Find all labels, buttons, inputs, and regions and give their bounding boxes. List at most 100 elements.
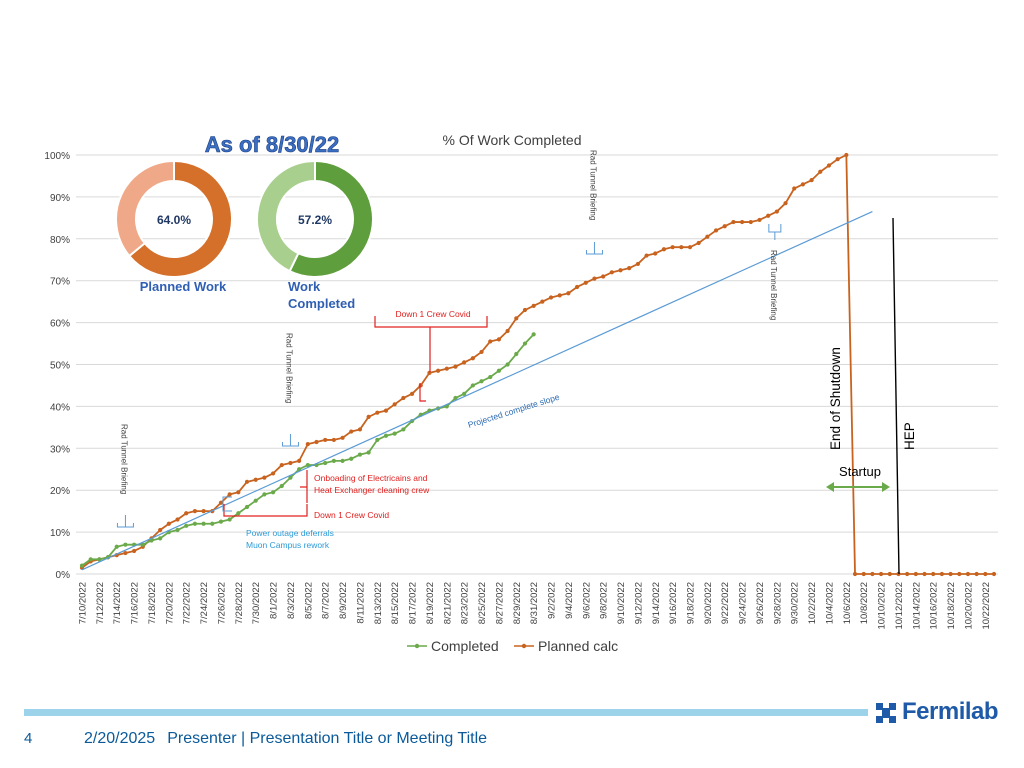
x-tick-label: 8/29/2022 bbox=[512, 582, 523, 624]
data-point-planned-calc bbox=[870, 571, 875, 577]
x-tick-label: 7/14/2022 bbox=[112, 582, 123, 624]
chart-annotations: Rad Tunnel Briefing Rad Tunnel Briefing Ra… bbox=[116, 150, 917, 575]
donut-slice-remaining bbox=[256, 159, 316, 273]
donut-slice-filled bbox=[288, 159, 374, 278]
data-point-completed bbox=[210, 521, 215, 526]
series-line-planned-calc bbox=[81, 154, 994, 575]
footer-text: 2/20/2025 Presenter | Presentation Title … bbox=[84, 730, 487, 748]
data-point-planned-calc bbox=[670, 245, 675, 250]
y-tick-label: 100% bbox=[44, 151, 70, 162]
data-point-planned-calc bbox=[592, 276, 597, 281]
data-point-completed bbox=[227, 517, 232, 522]
x-tick-label: 8/19/2022 bbox=[425, 582, 436, 624]
x-tick-label: 8/17/2022 bbox=[408, 582, 419, 624]
x-tick-label: 9/26/2022 bbox=[755, 582, 766, 624]
data-point-planned-calc bbox=[653, 251, 658, 256]
data-point-completed bbox=[366, 450, 371, 455]
data-point-completed bbox=[192, 521, 198, 526]
data-point-planned-calc bbox=[566, 291, 571, 296]
data-point-planned-calc bbox=[627, 266, 632, 271]
data-point-planned-calc bbox=[635, 261, 640, 267]
data-point-planned-calc bbox=[878, 571, 884, 577]
data-point-planned-calc bbox=[488, 339, 493, 344]
x-tick-label: 7/28/2022 bbox=[234, 582, 245, 624]
fermilab-logo-mark-icon bbox=[876, 703, 896, 723]
x-tick-label: 7/26/2022 bbox=[216, 582, 227, 624]
x-tick-label: 10/16/2022 bbox=[929, 582, 940, 630]
x-tick-label: 9/8/2022 bbox=[599, 582, 610, 619]
data-point-planned-calc bbox=[557, 293, 562, 298]
annotation-projected-label: Projected complete slope bbox=[467, 392, 561, 430]
startup-arrow-heads bbox=[826, 482, 890, 492]
data-point-planned-calc bbox=[314, 439, 319, 445]
x-tick-label: 9/2/2022 bbox=[547, 582, 558, 619]
annotation-hep: HEP bbox=[892, 217, 917, 575]
data-point-planned-calc bbox=[340, 435, 345, 440]
chart-gridlines bbox=[76, 154, 998, 575]
data-point-completed bbox=[184, 523, 189, 528]
annotation-text: Down 1 Crew Covid bbox=[395, 309, 470, 319]
data-point-completed bbox=[488, 374, 493, 380]
data-point-completed bbox=[496, 368, 502, 373]
data-point-planned-calc bbox=[983, 571, 988, 577]
legend-label-completed: Completed bbox=[431, 638, 499, 654]
y-tick-label: 80% bbox=[50, 235, 70, 246]
data-point-planned-calc bbox=[748, 219, 753, 225]
data-point-planned-calc bbox=[401, 395, 406, 401]
data-point-planned-calc bbox=[505, 328, 510, 334]
data-point-completed bbox=[522, 341, 528, 346]
annotation-bracket bbox=[374, 316, 488, 402]
annotation-end-shutdown: End of Shutdown bbox=[828, 347, 843, 450]
data-point-planned-calc bbox=[548, 295, 554, 300]
data-point-completed bbox=[288, 475, 293, 480]
data-point-planned-calc bbox=[297, 458, 302, 463]
data-point-planned-calc bbox=[279, 462, 284, 468]
data-point-planned-calc bbox=[922, 571, 927, 577]
x-tick-label: 10/6/2022 bbox=[842, 582, 853, 624]
data-point-completed bbox=[262, 492, 267, 497]
data-point-planned-calc bbox=[453, 364, 458, 369]
as-of-heading: As of 8/30/22 bbox=[205, 132, 340, 157]
data-point-planned-calc bbox=[696, 240, 701, 246]
data-point-planned-calc bbox=[479, 349, 484, 355]
data-point-completed bbox=[375, 437, 380, 443]
data-point-planned-calc bbox=[722, 224, 727, 229]
data-point-planned-calc bbox=[158, 527, 163, 533]
x-tick-label: 9/30/2022 bbox=[790, 582, 801, 624]
data-point-planned-calc bbox=[418, 383, 423, 388]
data-point-planned-calc bbox=[540, 299, 545, 304]
data-point-completed bbox=[175, 527, 180, 533]
y-axis-ticks: 0% 10% 20% 30% 40% 50% 60% 70% 80% 90% 100% bbox=[44, 151, 70, 581]
x-tick-label: 8/13/2022 bbox=[373, 582, 384, 624]
data-point-completed bbox=[236, 511, 241, 516]
donut-caption: Work bbox=[288, 279, 321, 294]
data-point-completed bbox=[244, 504, 250, 510]
data-point-planned-calc bbox=[887, 571, 892, 577]
data-point-planned-calc bbox=[609, 270, 614, 275]
annotation-rad-1: Rad Tunnel Briefing bbox=[116, 424, 134, 528]
data-point-planned-calc bbox=[331, 437, 336, 443]
annotation-down-covid-1: Down 1 Crew Covid bbox=[374, 309, 488, 402]
annotation-bracket bbox=[116, 515, 134, 528]
x-tick-label: 7/24/2022 bbox=[199, 582, 210, 624]
data-point-completed bbox=[201, 521, 206, 526]
x-tick-label: 10/18/2022 bbox=[946, 582, 957, 630]
data-point-planned-calc bbox=[270, 471, 276, 476]
data-point-planned-calc bbox=[974, 571, 979, 577]
chart-series bbox=[79, 152, 997, 577]
annotation-text: Startup bbox=[839, 464, 881, 479]
data-point-completed bbox=[340, 458, 345, 463]
fermilab-logo bbox=[876, 703, 896, 723]
legend-label-planned: Planned calc bbox=[538, 638, 618, 654]
x-tick-label: 7/18/2022 bbox=[147, 582, 158, 624]
annotation-text: Rad Tunnel Briefing bbox=[284, 333, 293, 403]
data-point-planned-calc bbox=[201, 509, 206, 514]
x-tick-label: 8/3/2022 bbox=[286, 582, 297, 619]
y-tick-label: 10% bbox=[50, 528, 70, 539]
data-point-planned-calc bbox=[409, 391, 415, 396]
y-tick-label: 30% bbox=[50, 444, 70, 455]
data-point-planned-calc bbox=[618, 268, 623, 273]
annotation-bracket bbox=[768, 224, 782, 240]
data-point-completed bbox=[270, 490, 276, 495]
y-tick-label: 0% bbox=[56, 570, 71, 581]
